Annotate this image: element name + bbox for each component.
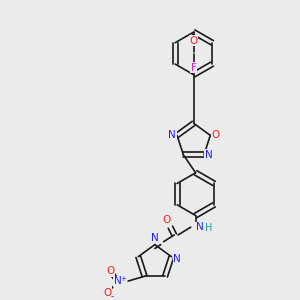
Text: H: H (205, 223, 213, 233)
Text: O: O (103, 288, 112, 298)
Text: O: O (106, 266, 115, 276)
Text: O: O (211, 130, 219, 140)
Text: N: N (173, 254, 181, 264)
Text: N: N (168, 130, 176, 140)
Text: F: F (191, 63, 197, 73)
Text: N: N (205, 150, 213, 160)
Text: O: O (162, 215, 171, 225)
Text: N: N (151, 233, 159, 243)
Text: N: N (113, 276, 121, 286)
Text: +: + (120, 276, 126, 282)
Text: -: - (111, 292, 114, 300)
Text: N: N (196, 222, 203, 232)
Text: O: O (190, 36, 198, 46)
